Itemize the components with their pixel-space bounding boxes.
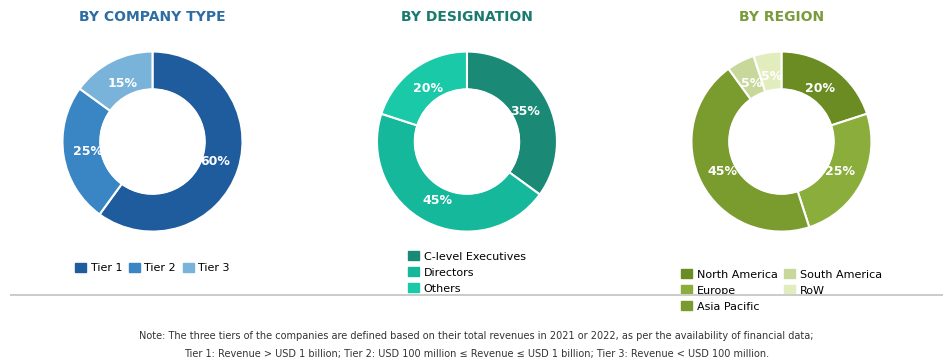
Circle shape — [414, 89, 519, 194]
Wedge shape — [63, 89, 122, 215]
Legend: North America, Europe, Asia Pacific, South America, RoW: North America, Europe, Asia Pacific, Sou… — [676, 265, 885, 316]
Text: 15%: 15% — [108, 77, 137, 90]
Title: BY COMPANY TYPE: BY COMPANY TYPE — [79, 10, 226, 24]
Legend: Tier 1, Tier 2, Tier 3: Tier 1, Tier 2, Tier 3 — [70, 258, 234, 278]
Text: 5%: 5% — [760, 70, 781, 83]
Text: 5%: 5% — [741, 77, 762, 90]
Wedge shape — [691, 69, 808, 232]
Text: Tier 1: Revenue > USD 1 billion; Tier 2: USD 100 million ≤ Revenue ≤ USD 1 billi: Tier 1: Revenue > USD 1 billion; Tier 2:… — [184, 349, 768, 359]
Title: BY REGION: BY REGION — [738, 10, 823, 24]
Text: Note: The three tiers of the companies are defined based on their total revenues: Note: The three tiers of the companies a… — [139, 331, 813, 341]
Legend: C-level Executives, Directors, Others: C-level Executives, Directors, Others — [404, 247, 529, 298]
Wedge shape — [781, 52, 866, 126]
Circle shape — [728, 89, 833, 194]
Text: 25%: 25% — [72, 145, 103, 158]
Text: 25%: 25% — [824, 165, 854, 178]
Text: 60%: 60% — [200, 155, 229, 168]
Text: 20%: 20% — [804, 82, 834, 95]
Text: 45%: 45% — [422, 193, 451, 207]
Text: 20%: 20% — [413, 82, 443, 95]
Wedge shape — [727, 56, 764, 99]
Text: 45%: 45% — [707, 165, 737, 178]
Wedge shape — [381, 52, 466, 126]
Wedge shape — [99, 52, 242, 232]
Wedge shape — [80, 52, 152, 111]
Wedge shape — [753, 52, 781, 92]
Wedge shape — [377, 114, 539, 232]
Circle shape — [100, 89, 205, 194]
Wedge shape — [797, 114, 870, 227]
Text: 35%: 35% — [510, 105, 540, 118]
Wedge shape — [466, 52, 556, 195]
Title: BY DESIGNATION: BY DESIGNATION — [401, 10, 532, 24]
